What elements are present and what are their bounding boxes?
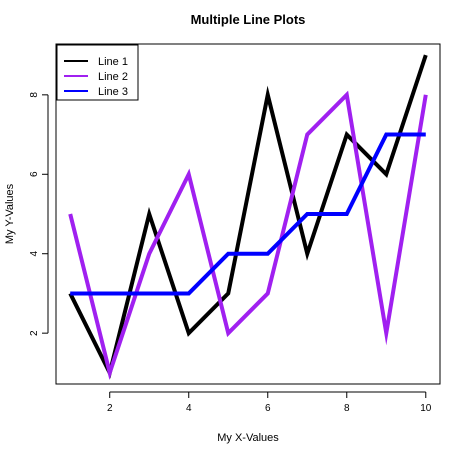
series-line [68,90,428,381]
series-line [70,132,426,296]
legend-label: Line 2 [98,71,128,83]
y-axis: 2 4 6 8 [29,92,49,336]
x-tick-label: 8 [344,403,350,414]
y-tick-label: 8 [29,92,40,98]
series-layer [68,54,428,381]
x-tick-label: 2 [107,403,113,414]
chart-title: Multiple Line Plots [191,12,306,27]
x-tick-label: 4 [186,403,192,414]
legend-box [56,44,139,101]
y-axis-label: My Y-Values [4,183,16,244]
x-axis: 2 4 6 8 10 [107,391,432,414]
x-axis-label: My X-Values [217,432,279,444]
legend-label: Line 3 [98,86,128,98]
plot-box [55,43,441,385]
y-tick-label: 4 [29,251,40,257]
legend-label: Line 1 [98,56,128,68]
y-tick-label: 6 [29,171,40,177]
x-tick-label: 10 [420,403,432,414]
legend: Line 1 Line 2 Line 3 [56,44,139,101]
x-tick-label: 6 [265,403,271,414]
y-tick-label: 2 [29,330,40,336]
